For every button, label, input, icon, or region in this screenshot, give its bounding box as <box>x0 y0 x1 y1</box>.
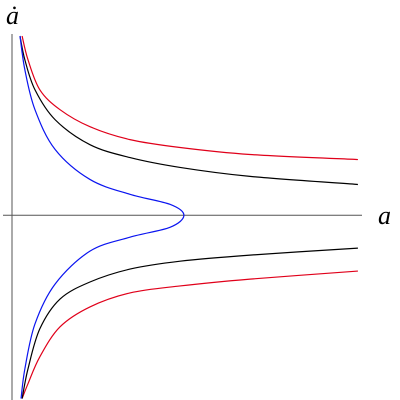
y-axis-label: ȧ <box>6 1 19 30</box>
curve <box>21 35 358 399</box>
curve <box>19 35 185 399</box>
curve <box>19 35 358 399</box>
x-axis-label: a <box>378 201 391 230</box>
